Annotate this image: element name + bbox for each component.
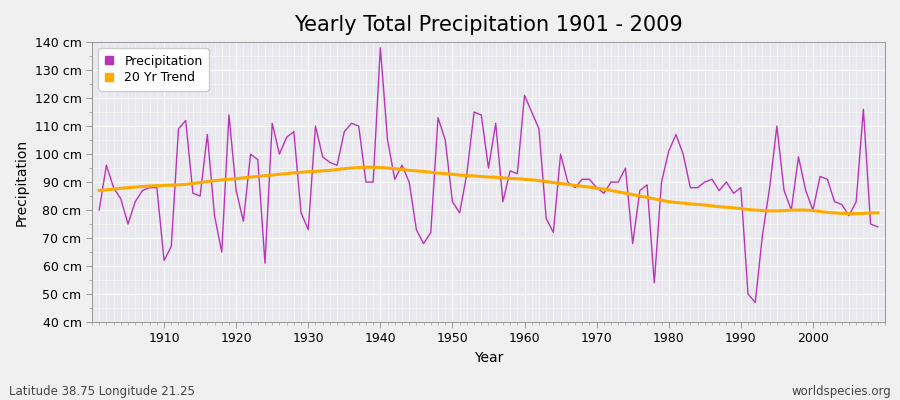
20 Yr Trend: [361, 165, 372, 170]
20 Yr Trend: [151, 183, 162, 188]
Precipitation: [151, 185, 162, 190]
Precipitation: [750, 300, 760, 305]
Precipitation: [613, 180, 624, 184]
Title: Yearly Total Precipitation 1901 - 2009: Yearly Total Precipitation 1901 - 2009: [294, 15, 683, 35]
20 Yr Trend: [526, 178, 537, 182]
Text: worldspecies.org: worldspecies.org: [791, 385, 891, 398]
Precipitation: [94, 208, 104, 212]
Line: 20 Yr Trend: 20 Yr Trend: [99, 167, 878, 214]
Text: Latitude 38.75 Longitude 21.25: Latitude 38.75 Longitude 21.25: [9, 385, 195, 398]
20 Yr Trend: [94, 188, 104, 193]
20 Yr Trend: [843, 211, 854, 216]
Precipitation: [526, 110, 537, 114]
20 Yr Trend: [310, 169, 321, 174]
20 Yr Trend: [519, 177, 530, 182]
Precipitation: [519, 93, 530, 98]
20 Yr Trend: [354, 165, 364, 170]
X-axis label: Year: Year: [473, 351, 503, 365]
20 Yr Trend: [613, 190, 624, 194]
Precipitation: [354, 124, 364, 128]
Precipitation: [375, 45, 386, 50]
Legend: Precipitation, 20 Yr Trend: Precipitation, 20 Yr Trend: [98, 48, 209, 91]
20 Yr Trend: [872, 210, 883, 215]
Precipitation: [872, 224, 883, 229]
Y-axis label: Precipitation: Precipitation: [15, 138, 29, 226]
Line: Precipitation: Precipitation: [99, 48, 878, 302]
Precipitation: [310, 124, 321, 128]
